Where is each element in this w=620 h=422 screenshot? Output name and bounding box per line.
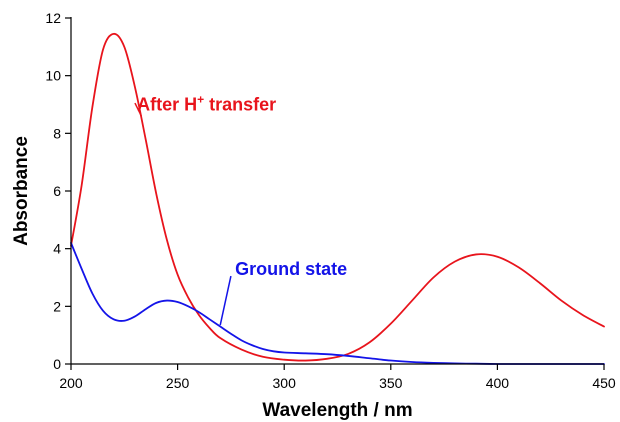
x-tick-label: 450 bbox=[592, 375, 616, 391]
y-tick-label: 6 bbox=[53, 183, 61, 199]
x-tick-label: 400 bbox=[486, 375, 510, 391]
annotations: After H+ transfer Ground state bbox=[134, 93, 347, 326]
series-line-1 bbox=[70, 242, 605, 365]
x-tick-label: 250 bbox=[166, 375, 190, 391]
annotation-label-0: After H+ transfer bbox=[137, 93, 276, 115]
series-line-0 bbox=[70, 32, 605, 362]
x-tick-label: 200 bbox=[59, 375, 83, 391]
x-tick-label: 300 bbox=[273, 375, 297, 391]
x-axis-title: Wavelength / nm bbox=[262, 400, 412, 421]
y-axis-title: Absorbance bbox=[11, 136, 32, 246]
y-tick-label: 0 bbox=[53, 356, 61, 372]
axes bbox=[70, 17, 604, 365]
annotation-label-1: Ground state bbox=[235, 259, 347, 279]
y-tick-label: 2 bbox=[53, 298, 61, 314]
ticks: 0 2 4 6 8 10 12 200 250 300 350 400 450 bbox=[45, 10, 615, 391]
x-tick-label: 350 bbox=[379, 375, 403, 391]
y-tick-label: 10 bbox=[45, 68, 61, 84]
y-tick-label: 4 bbox=[53, 241, 61, 257]
y-tick-label: 8 bbox=[53, 125, 61, 141]
plot-lines bbox=[70, 32, 605, 365]
annotation-pointer-1 bbox=[219, 275, 232, 326]
y-tick-label: 12 bbox=[45, 10, 61, 26]
annotation-pointer-0 bbox=[134, 102, 143, 117]
